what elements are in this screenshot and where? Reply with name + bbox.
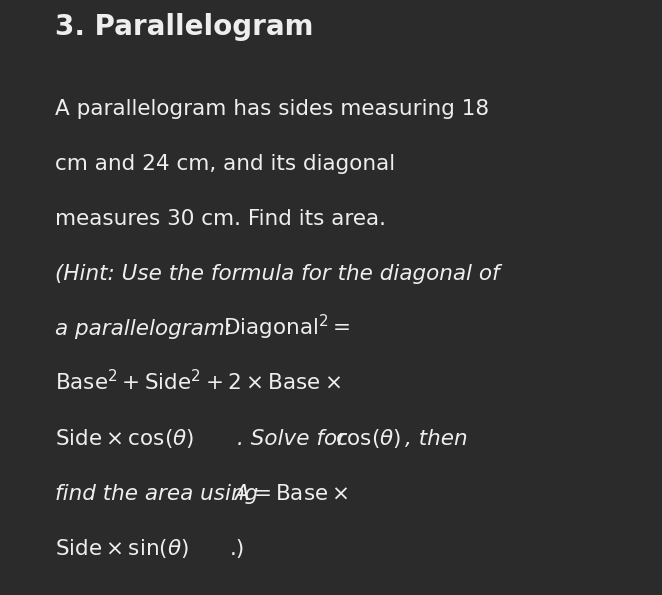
Text: $\mathrm{Side} \times \cos(\theta)$: $\mathrm{Side} \times \cos(\theta)$ [55, 427, 194, 450]
Text: measures 30 cm. Find its area.: measures 30 cm. Find its area. [55, 209, 386, 229]
Text: $\cos(\theta)$: $\cos(\theta)$ [335, 427, 401, 450]
Text: $\mathrm{Base}^2 + \mathrm{Side}^2 + 2 \times \mathrm{Base} \times$: $\mathrm{Base}^2 + \mathrm{Side}^2 + 2 \… [55, 369, 341, 394]
Text: A parallelogram has sides measuring 18: A parallelogram has sides measuring 18 [55, 99, 489, 119]
Text: 3. Parallelogram: 3. Parallelogram [55, 13, 314, 41]
Text: (Hint: Use the formula for the diagonal of: (Hint: Use the formula for the diagonal … [55, 264, 500, 284]
Text: find the area using: find the area using [55, 484, 265, 504]
Text: a parallelogram:: a parallelogram: [55, 319, 239, 339]
Text: . Solve for: . Solve for [237, 429, 353, 449]
Text: $\mathrm{Diagonal}^2 =$: $\mathrm{Diagonal}^2 =$ [223, 312, 351, 342]
Text: , then: , then [405, 429, 467, 449]
Text: cm and 24 cm, and its diagonal: cm and 24 cm, and its diagonal [55, 154, 395, 174]
Text: $A = \mathrm{Base} \times$: $A = \mathrm{Base} \times$ [233, 484, 349, 504]
Text: .): .) [230, 539, 245, 559]
Text: $\mathrm{Side} \times \sin(\theta)$: $\mathrm{Side} \times \sin(\theta)$ [55, 537, 189, 560]
